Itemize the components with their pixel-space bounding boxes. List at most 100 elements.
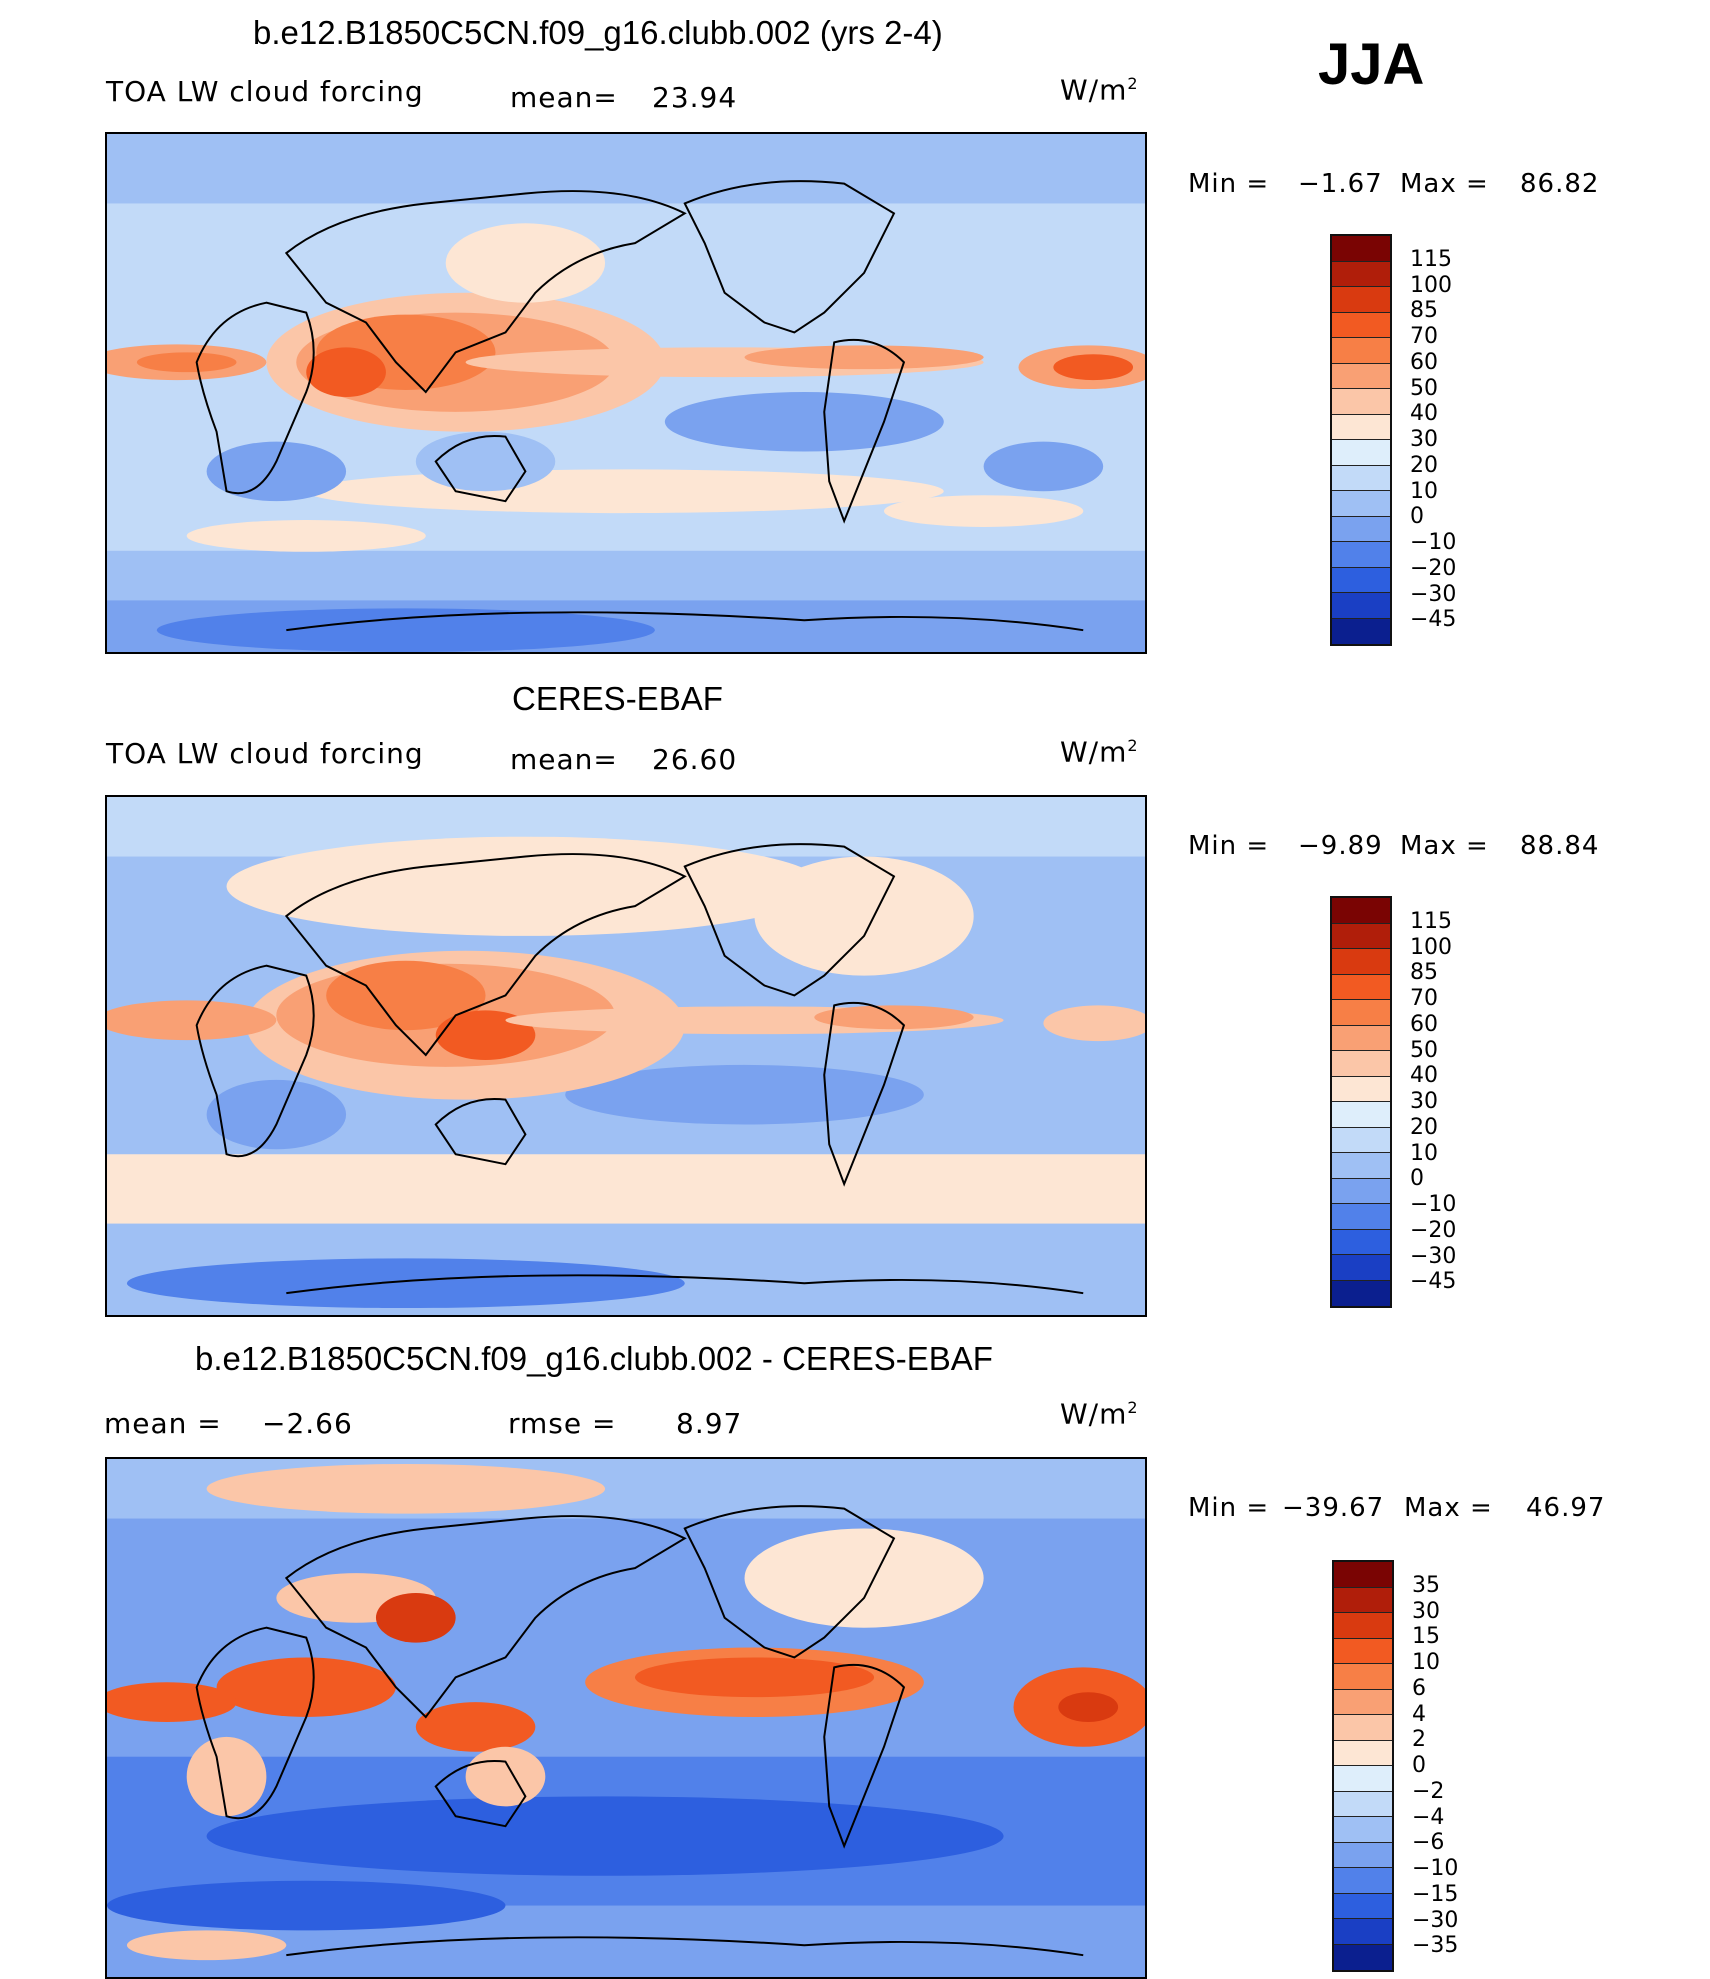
colorbar-tick-label: 2 — [1412, 1727, 1426, 1753]
panel3-max-value: 46.97 — [1526, 1493, 1606, 1523]
colorbar-tick-label: 100 — [1410, 272, 1452, 298]
panel3-rmse-value: 8.97 — [676, 1407, 743, 1440]
colorbar-swatch — [1332, 567, 1390, 593]
colorbar-tick-label: −6 — [1412, 1830, 1445, 1856]
colorbar-tick-label: −10 — [1410, 1192, 1457, 1217]
colorbar-tick-label: 50 — [1410, 375, 1438, 401]
panel1-max-value: 86.82 — [1520, 169, 1600, 199]
colorbar-swatch — [1332, 1127, 1390, 1153]
colorbar-tick-label: 10 — [1410, 478, 1438, 504]
colorbar-swatch — [1334, 1689, 1392, 1715]
panel3-colorbar — [1332, 1560, 1394, 1972]
panel3-min-value: −39.67 — [1282, 1493, 1385, 1523]
colorbar-tick-label: 0 — [1410, 504, 1424, 530]
colorbar-tick-label: 70 — [1410, 324, 1438, 349]
colorbar-swatch — [1332, 1102, 1390, 1128]
panel1-mean-label: mean= — [510, 81, 618, 114]
colorbar-tick-label: 30 — [1410, 427, 1438, 452]
panel2-min-value: −9.89 — [1298, 831, 1383, 861]
colorbar-swatch — [1334, 1919, 1392, 1945]
colorbar-swatch — [1334, 1791, 1392, 1817]
panel3-units: W/m2 — [1060, 1397, 1139, 1431]
colorbar-tick-label: 20 — [1410, 1114, 1438, 1140]
panel1-units: W/m2 — [1060, 73, 1139, 107]
panel2-min-label: Min = — [1188, 831, 1270, 861]
colorbar-swatch — [1332, 898, 1390, 924]
colorbar-tick-label: 60 — [1410, 349, 1438, 375]
panel2-map-field — [107, 797, 1145, 1315]
panel3-min-label: Min = — [1188, 1493, 1270, 1523]
colorbar-tick-label: 30 — [1412, 1598, 1440, 1624]
colorbar-tick-label: 85 — [1410, 960, 1438, 986]
colorbar-tick-label: −35 — [1412, 1933, 1459, 1959]
panel3-map — [105, 1457, 1147, 1979]
colorbar-swatch — [1332, 465, 1390, 491]
colorbar-tick-label: −15 — [1412, 1881, 1459, 1907]
colorbar-swatch — [1332, 338, 1390, 364]
colorbar-swatch — [1334, 1842, 1392, 1868]
colorbar-swatch — [1332, 593, 1390, 619]
panel1-min-value: −1.67 — [1298, 169, 1383, 199]
colorbar-swatch — [1332, 1153, 1390, 1179]
colorbar-tick-label: 35 — [1412, 1572, 1440, 1598]
colorbar-swatch — [1334, 1868, 1392, 1894]
colorbar-tick-label: 40 — [1410, 1063, 1438, 1089]
colorbar-swatch — [1332, 312, 1390, 338]
colorbar-swatch — [1332, 949, 1390, 975]
colorbar-swatch — [1332, 287, 1390, 313]
colorbar-swatch — [1332, 1025, 1390, 1051]
panel1-map-field — [107, 134, 1145, 652]
colorbar-swatch — [1332, 440, 1390, 466]
panel2-colorbar — [1330, 896, 1392, 1308]
colorbar-swatch — [1334, 1664, 1392, 1690]
colorbar-swatch — [1332, 389, 1390, 415]
colorbar-tick-label: 115 — [1410, 246, 1452, 272]
panel3-mean-label: mean = — [104, 1407, 222, 1440]
colorbar-tick-label: 50 — [1410, 1037, 1438, 1063]
panel3-rmse-label: rmse = — [508, 1407, 617, 1440]
panel2-max-label: Max = — [1400, 831, 1489, 861]
colorbar-tick-label: 6 — [1412, 1675, 1426, 1701]
panel3-colorbar-labels: 35 30 15 10 6 4 2 0 −2 −4 −6 −10 −15 −30 −35 — [1412, 1560, 1502, 1972]
colorbar-swatch — [1334, 1638, 1392, 1664]
colorbar-tick-label: 0 — [1412, 1753, 1426, 1778]
colorbar-swatch — [1332, 1280, 1390, 1306]
colorbar-swatch — [1332, 1255, 1390, 1281]
colorbar-tick-label: 40 — [1410, 401, 1438, 427]
colorbar-swatch — [1332, 542, 1390, 568]
panel2-variable-label: TOA LW cloud forcing — [106, 737, 424, 770]
colorbar-tick-label: −10 — [1410, 530, 1457, 555]
colorbar-tick-label: 70 — [1410, 986, 1438, 1011]
colorbar-tick-label: 10 — [1412, 1650, 1440, 1675]
panel1-title: b.e12.B1850C5CN.f09_g16.clubb.002 (yrs 2… — [253, 14, 943, 51]
panel1-max-label: Max = — [1400, 169, 1489, 199]
panel1-colorbar — [1330, 234, 1392, 646]
colorbar-tick-label: 100 — [1410, 934, 1452, 960]
panel1-map — [105, 132, 1147, 654]
colorbar-swatch — [1334, 1562, 1392, 1588]
panel2-mean-value: 26.60 — [652, 743, 738, 776]
colorbar-swatch — [1332, 1076, 1390, 1102]
colorbar-tick-label: −2 — [1412, 1778, 1445, 1804]
panel1-colorbar-labels: 115 100 85 70 60 50 40 30 20 10 0 −10 −20 −30 −45 — [1410, 234, 1500, 646]
season-label: JJA — [1318, 32, 1425, 97]
panel1-min-label: Min = — [1188, 169, 1270, 199]
colorbar-swatch — [1334, 1817, 1392, 1843]
colorbar-tick-label: 4 — [1412, 1701, 1426, 1727]
colorbar-swatch — [1334, 1766, 1392, 1792]
colorbar-tick-label: −10 — [1412, 1856, 1459, 1881]
colorbar-swatch — [1332, 1178, 1390, 1204]
panel3-max-label: Max = — [1404, 1493, 1493, 1523]
colorbar-swatch — [1334, 1613, 1392, 1639]
colorbar-swatch — [1332, 516, 1390, 542]
colorbar-tick-label: 60 — [1410, 1011, 1438, 1037]
colorbar-swatch — [1334, 1715, 1392, 1741]
colorbar-tick-label: −30 — [1410, 1243, 1457, 1269]
colorbar-swatch — [1332, 1229, 1390, 1255]
colorbar-tick-label: 85 — [1410, 298, 1438, 324]
panel1-variable-label: TOA LW cloud forcing — [106, 75, 424, 108]
colorbar-tick-label: −20 — [1410, 555, 1457, 581]
panel2-max-value: 88.84 — [1520, 831, 1600, 861]
colorbar-tick-label: 15 — [1412, 1624, 1440, 1650]
colorbar-swatch — [1332, 923, 1390, 949]
